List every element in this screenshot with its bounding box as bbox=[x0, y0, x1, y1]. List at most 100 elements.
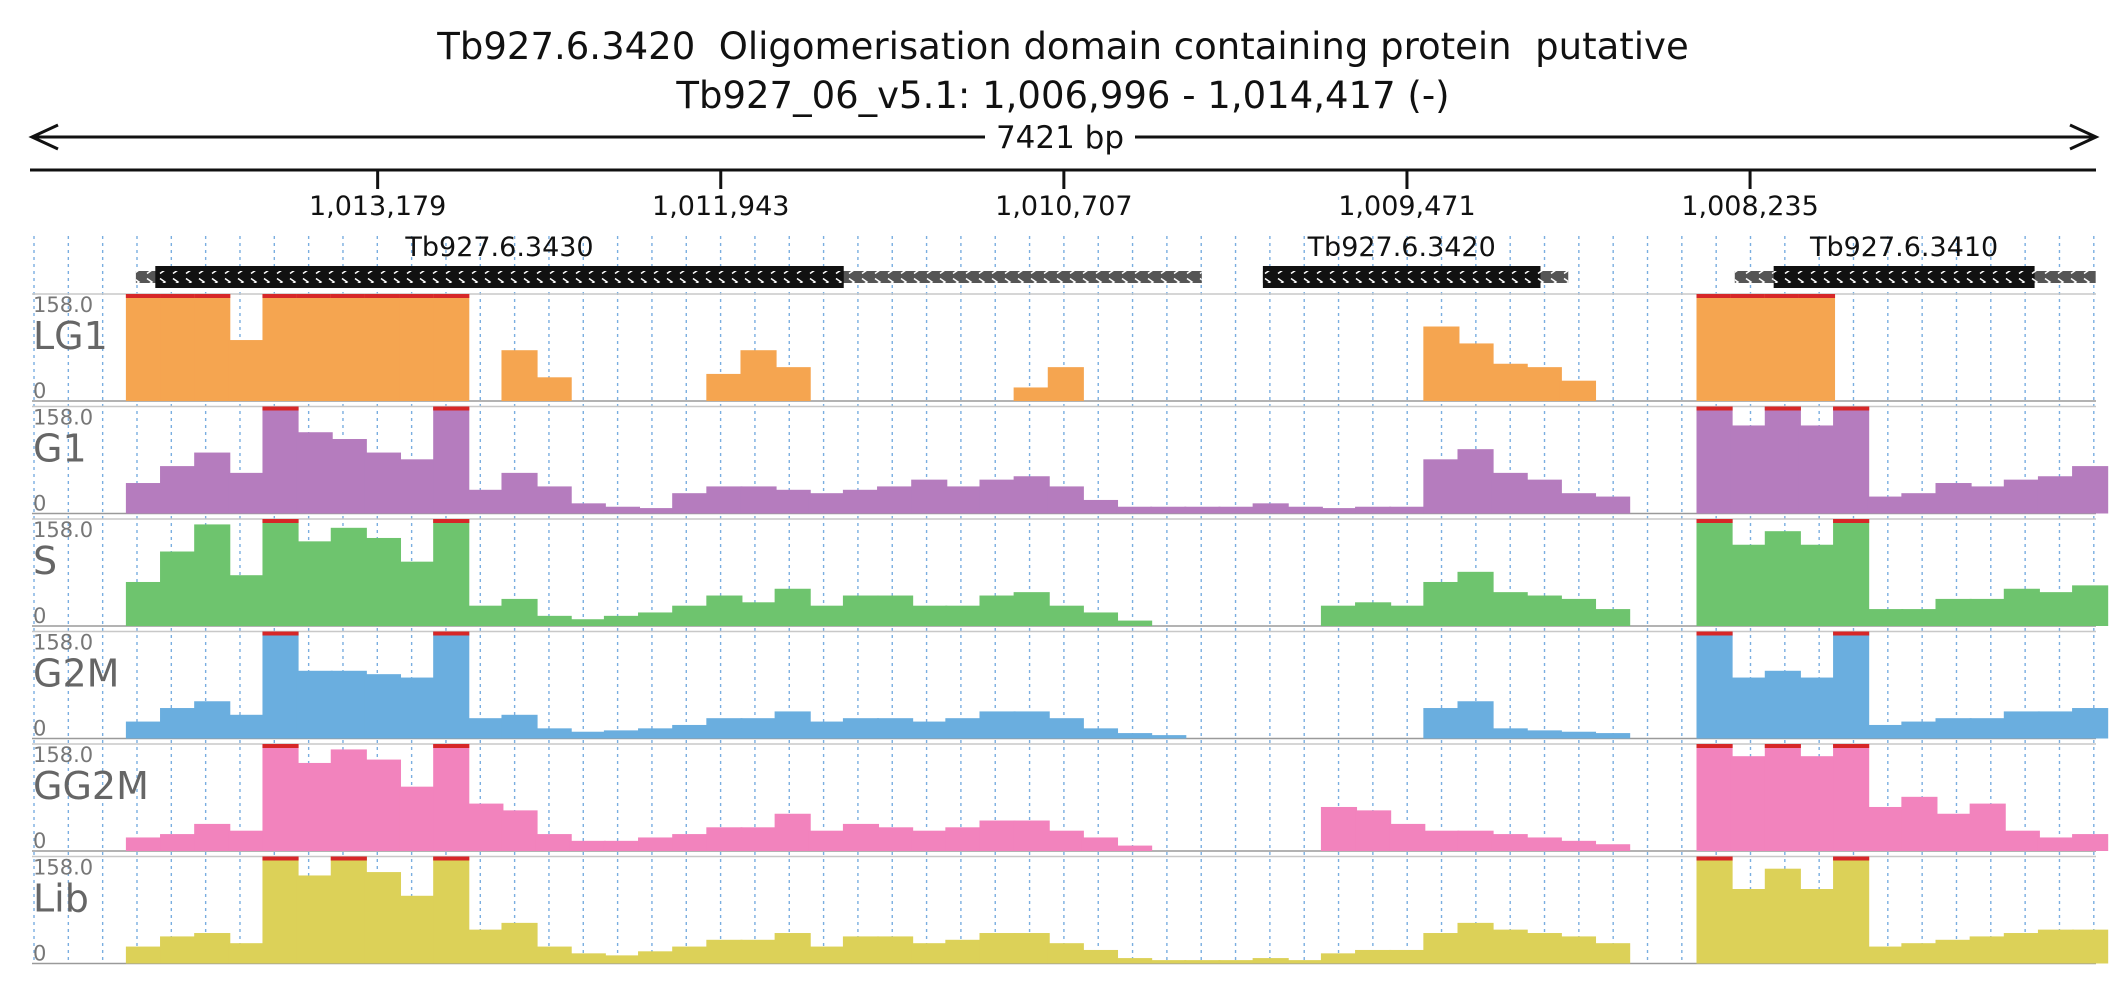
coverage-bar bbox=[364, 452, 402, 514]
coverage-bar bbox=[1218, 506, 1255, 514]
coverage-bar bbox=[979, 711, 1016, 739]
coverage-bar bbox=[1901, 493, 1938, 514]
coverage-bar bbox=[1013, 592, 1050, 626]
coverage-bar bbox=[1525, 479, 1562, 514]
coverage-bar bbox=[1320, 953, 1358, 964]
coverage-bar bbox=[1696, 744, 1733, 851]
coverage-bar bbox=[1047, 830, 1084, 851]
coverage-bar bbox=[125, 294, 163, 401]
coverage-bar bbox=[1901, 943, 1938, 964]
clip-marker bbox=[160, 294, 197, 298]
coverage-bar bbox=[979, 595, 1016, 626]
coverage-bar bbox=[501, 472, 538, 514]
coverage-bar bbox=[706, 486, 743, 514]
coverage-bar bbox=[638, 612, 675, 626]
coverage-bar bbox=[1867, 496, 1904, 514]
coverage-bar bbox=[1150, 960, 1187, 964]
coverage-bar bbox=[2072, 585, 2109, 626]
coverage-bar bbox=[1355, 506, 1392, 514]
coverage-bar bbox=[1594, 733, 1631, 739]
coverage-bar bbox=[945, 605, 982, 626]
clip-marker bbox=[1696, 856, 1733, 861]
coverage-bar bbox=[467, 718, 504, 739]
gene-label: Tb927.6.3430 bbox=[404, 232, 593, 263]
coverage-bar bbox=[808, 946, 845, 964]
clip-marker bbox=[433, 294, 470, 298]
coverage-bar bbox=[1730, 544, 1767, 626]
coverage-bar bbox=[1798, 294, 1836, 401]
coverage-bar bbox=[1764, 868, 1801, 964]
clip-marker bbox=[433, 631, 470, 636]
coverage-bar bbox=[774, 933, 811, 964]
track-lib: 158.0 0 Lib bbox=[32, 856, 2109, 966]
coverage-bar bbox=[1935, 483, 1972, 514]
coverage-bar bbox=[1833, 631, 1870, 739]
coverage-bar bbox=[399, 895, 436, 964]
coverage-bar bbox=[2072, 834, 2109, 851]
clip-marker bbox=[1764, 294, 1801, 298]
coverage-bar bbox=[1730, 677, 1767, 739]
coverage-bar bbox=[1457, 830, 1494, 851]
coverage-bar bbox=[808, 493, 845, 514]
scale-tick-label: 1,013,179 bbox=[309, 191, 446, 222]
coverage-bar bbox=[1116, 733, 1153, 739]
coverage-bar bbox=[1013, 387, 1050, 401]
coverage-bar bbox=[1389, 823, 1426, 851]
coverage-bar bbox=[569, 503, 606, 514]
coverage-bar bbox=[1457, 449, 1494, 514]
clip-marker bbox=[330, 294, 367, 298]
coverage-bar bbox=[945, 939, 982, 964]
coverage-bar bbox=[262, 406, 299, 514]
coverage-bar bbox=[1047, 605, 1084, 626]
gene-label: Tb927.6.3410 bbox=[1809, 232, 1998, 263]
y-min-label: 0 bbox=[33, 829, 46, 853]
coverage-bar bbox=[1491, 592, 1528, 626]
coverage-bar bbox=[1969, 803, 2006, 851]
coverage-bar bbox=[877, 595, 914, 626]
coverage-bar bbox=[433, 631, 470, 739]
coverage-bar bbox=[1969, 936, 2006, 964]
chart-title-block: Tb927.6.3420 Oligomerisation domain cont… bbox=[0, 22, 2126, 120]
y-max-label: 158.0 bbox=[33, 856, 93, 880]
coverage-bar bbox=[1969, 598, 2006, 626]
chart-location: Tb927_06_v5.1: 1,006,996 - 1,014,417 (-) bbox=[676, 74, 1450, 117]
track-label: GG2M bbox=[33, 764, 149, 808]
coverage-bar bbox=[1457, 343, 1494, 401]
coverage-bar bbox=[1935, 598, 1972, 626]
coverage-bar bbox=[399, 459, 436, 514]
coverage-bar bbox=[1491, 363, 1528, 401]
clip-marker bbox=[1696, 406, 1733, 411]
clip-marker bbox=[262, 406, 299, 411]
coverage-bar bbox=[569, 731, 606, 739]
coverage-bar bbox=[1833, 406, 1870, 514]
coverage-bar bbox=[2003, 711, 2040, 739]
coverage-bar bbox=[1867, 724, 1904, 739]
coverage-bar bbox=[1696, 406, 1733, 514]
coverage-bar bbox=[706, 373, 743, 401]
track-lg1: 158.0 0 LG1 bbox=[32, 293, 2096, 403]
coverage-bar bbox=[2037, 929, 2075, 964]
coverage-bar bbox=[160, 834, 197, 851]
coverage-bar bbox=[1491, 929, 1528, 964]
coverage-bar bbox=[808, 721, 845, 739]
coverage-bar bbox=[1764, 294, 1801, 401]
coverage-bar bbox=[842, 936, 880, 964]
coverage-bar bbox=[2003, 588, 2040, 626]
coverage-bar bbox=[740, 939, 777, 964]
coverage-bar bbox=[1798, 425, 1836, 514]
coverage-bar bbox=[1081, 949, 1119, 964]
coverage-bar bbox=[160, 294, 197, 401]
coverage-bar bbox=[364, 872, 402, 964]
clip-marker bbox=[433, 406, 470, 411]
coverage-bar bbox=[467, 489, 504, 514]
clip-marker bbox=[1833, 744, 1870, 748]
coverage-bar bbox=[569, 840, 606, 851]
coverage-bar bbox=[433, 856, 470, 964]
coverage-bar bbox=[706, 827, 743, 851]
coverage-bar bbox=[603, 615, 641, 626]
scale-tick-label: 1,008,235 bbox=[1681, 191, 1818, 222]
coverage-bar bbox=[2037, 711, 2075, 739]
coverage-bar bbox=[262, 856, 299, 964]
coverage-bar bbox=[1559, 731, 1597, 739]
